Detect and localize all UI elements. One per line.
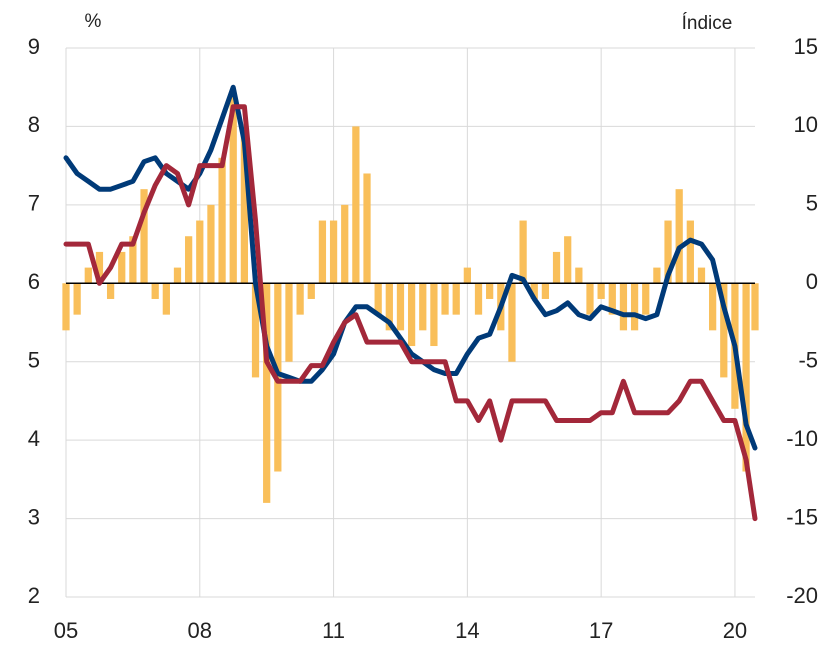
y-tick-label: 9	[28, 34, 40, 59]
bar	[751, 283, 759, 331]
y-tick-label: 8	[28, 112, 40, 137]
bar	[251, 283, 260, 378]
bar	[575, 267, 583, 284]
x-tick-label: 17	[589, 618, 613, 643]
bar	[307, 283, 315, 299]
x-tick-label: 05	[54, 618, 78, 643]
bar	[118, 251, 126, 284]
y2-tick-label: 10	[794, 112, 818, 137]
bar	[352, 126, 360, 284]
bar	[664, 220, 672, 284]
bar	[396, 283, 405, 331]
bar	[363, 173, 371, 284]
bar	[140, 189, 148, 284]
bar	[709, 283, 717, 331]
y-tick-label: 3	[28, 504, 40, 529]
bar	[84, 267, 92, 284]
y-tick-label: 4	[28, 426, 40, 451]
bar	[430, 283, 438, 347]
bar	[151, 283, 159, 299]
y2-tick-label: -10	[786, 426, 818, 451]
bar	[441, 283, 449, 315]
y-tick-label: 7	[28, 191, 40, 216]
bar	[742, 283, 750, 472]
bar	[608, 283, 616, 315]
bar	[62, 283, 70, 331]
y-axis-label: %	[85, 11, 102, 32]
bar	[586, 283, 594, 315]
x-tick-label: 08	[188, 618, 212, 643]
bar	[508, 283, 516, 362]
bar	[218, 157, 226, 284]
y2-tick-label: 15	[794, 34, 818, 59]
bar	[162, 283, 170, 315]
line	[63, 84, 758, 451]
bar	[329, 220, 338, 284]
line	[63, 104, 758, 522]
bar	[474, 283, 483, 315]
bar	[619, 283, 628, 331]
bar	[452, 283, 460, 315]
bar	[129, 236, 137, 284]
y2-tick-label: -5	[798, 348, 818, 373]
bar	[697, 267, 706, 284]
bar	[486, 283, 494, 299]
bar	[597, 283, 605, 299]
bar	[374, 283, 382, 315]
y2-tick-label: -20	[786, 583, 818, 608]
bar	[686, 220, 694, 284]
bar	[519, 220, 527, 284]
x-tick-label: 11	[322, 618, 345, 643]
bar	[185, 236, 193, 284]
y2-tick-label: 0	[806, 269, 818, 294]
y-tick-label: 2	[28, 583, 40, 608]
y2-axis-label: Índice	[682, 13, 733, 34]
bar	[240, 126, 249, 284]
bar	[106, 283, 115, 299]
bar	[407, 283, 416, 347]
bar	[541, 283, 550, 299]
bar	[642, 283, 650, 315]
y-tick-label: 5	[28, 348, 40, 373]
x-tick-label: 14	[455, 618, 479, 643]
bar	[318, 220, 327, 284]
bar	[95, 251, 104, 284]
bar	[229, 95, 237, 284]
bar	[675, 189, 683, 284]
bar	[341, 204, 349, 284]
bar	[720, 283, 728, 378]
bar	[285, 283, 293, 362]
y-tick-label: 6	[28, 269, 40, 294]
y2-tick-label: -15	[786, 504, 818, 529]
bar	[296, 283, 304, 315]
bar	[552, 251, 561, 284]
bar	[653, 267, 661, 284]
bar	[73, 283, 81, 315]
bar	[173, 267, 182, 284]
bar	[385, 283, 393, 331]
x-tick-label: 20	[723, 618, 747, 643]
bar	[196, 220, 204, 284]
bar	[419, 283, 427, 331]
bar	[263, 283, 271, 503]
bar	[530, 283, 538, 299]
bar	[630, 283, 639, 331]
bar	[463, 267, 471, 284]
bar	[564, 236, 572, 284]
bar	[207, 204, 215, 284]
y2-tick-label: 5	[806, 191, 818, 216]
